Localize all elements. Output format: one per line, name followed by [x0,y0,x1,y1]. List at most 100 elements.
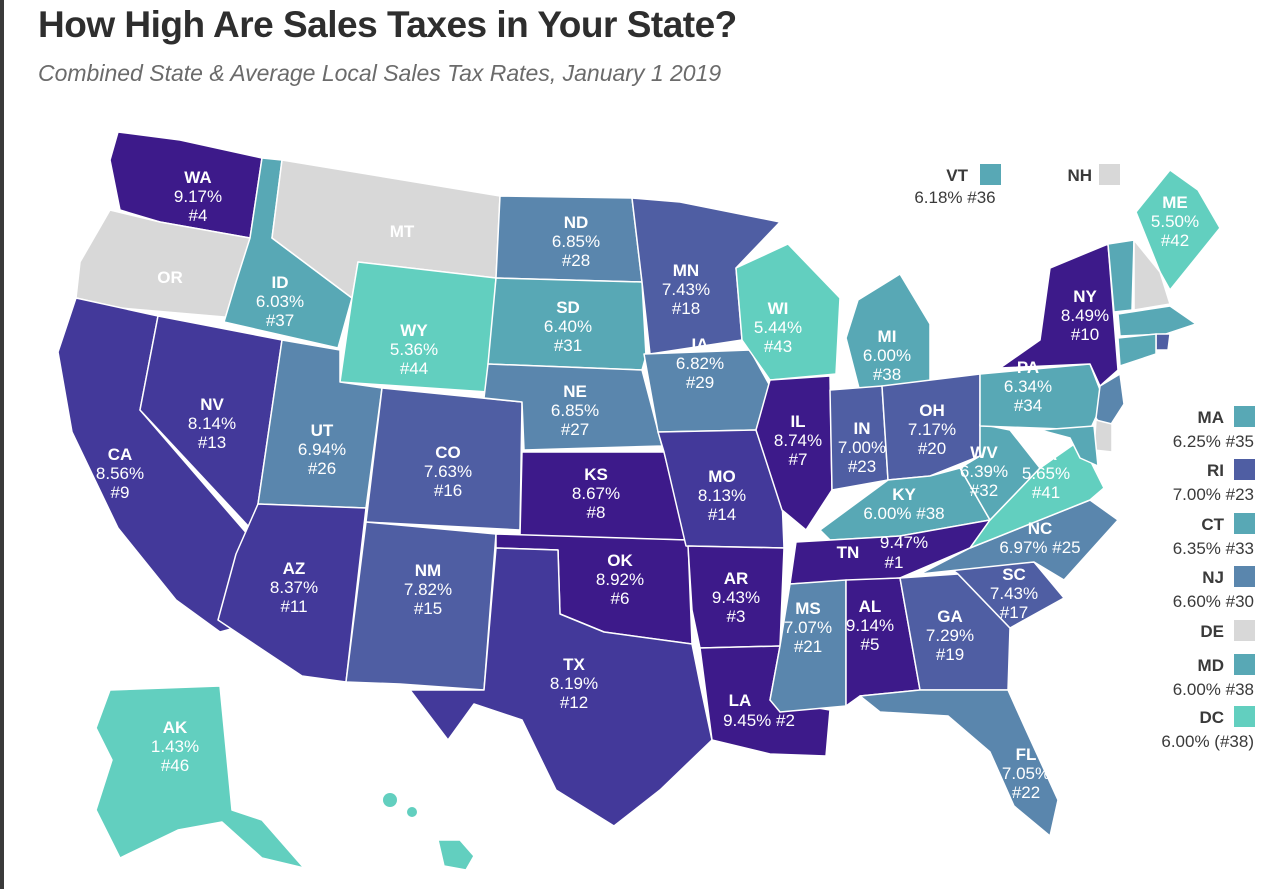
callout-swatch [1099,164,1120,185]
state-md[interactable] [1039,425,1099,467]
state-label-hi: HI4.41%#45 [370,819,418,876]
state-rate-rank: 6.97% #25 [999,538,1080,557]
state-abbr: ID [272,273,289,292]
state-rank: #43 [764,337,792,356]
state-rate: 9.17% [174,187,222,206]
state-label-or: OR [157,268,183,287]
state-abbr: WV [970,443,998,462]
state-rank: #41 [1032,483,1060,502]
state-az[interactable] [217,503,367,683]
state-rank: #46 [161,756,189,775]
state-label-va: VA5.65%#41 [1022,445,1070,502]
state-abbr: NE [563,382,587,401]
state-rate: 6.40% [544,317,592,336]
state-label-ny: NY8.49%#10 [1061,287,1109,344]
callout-value: 6.18% #36 [914,188,995,207]
state-label-wv: WV6.39%#32 [960,443,1008,500]
state-sd[interactable] [487,277,647,371]
state-label-ut: UT6.94%#26 [298,421,346,478]
state-rank: #38 [873,365,901,384]
state-abbr: IN [854,419,871,438]
state-oh[interactable] [881,373,981,481]
state-label-me: ME5.50%#42 [1151,193,1199,250]
state-ma[interactable] [1117,305,1197,337]
state-rate: 8.13% [698,486,746,505]
state-label-pa: PA6.34%#34 [1004,358,1052,415]
callout-nj: NJ 6.60% #30 [1173,566,1255,611]
state-nh[interactable] [1133,239,1171,311]
callout-swatch [1234,566,1255,587]
state-ga[interactable] [899,573,1011,691]
state-hi-island [407,807,417,817]
state-rate: 5.50% [1151,212,1199,231]
state-rank: #34 [1014,396,1042,415]
callout-value: 6.35% #33 [1173,539,1254,558]
state-wv[interactable] [959,423,1041,521]
state-nj[interactable] [1095,373,1125,433]
state-abbr: SC [1002,565,1026,584]
state-nm[interactable] [345,521,497,691]
state-rank: #7 [789,450,808,469]
callout-de: DE [1200,620,1255,641]
state-ak[interactable] [95,685,305,869]
state-rank: #29 [686,373,714,392]
state-label-nc: NC6.97% #25 [999,519,1080,557]
state-rank: #15 [414,599,442,618]
state-label-ok: OK8.92%#6 [596,551,644,608]
state-ne[interactable] [483,363,663,451]
state-abbr: OH [919,401,945,420]
state-label-nv: NV8.14%#13 [188,395,236,452]
state-label-nm: NM7.82%#15 [404,561,452,618]
callout-swatch [1234,406,1255,427]
state-or[interactable] [75,209,251,319]
state-abbr: SD [556,298,580,317]
state-abbr: AR [724,569,749,588]
state-abbr: VA [1035,445,1057,464]
state-label-id: ID6.03%#37 [256,273,304,330]
state-rank: #12 [560,693,588,712]
state-rank: #13 [198,433,226,452]
state-rate: 6.00% [863,346,911,365]
state-rate: 8.67% [572,484,620,503]
state-il[interactable] [755,375,833,531]
state-wy[interactable] [339,261,497,393]
state-abbr: OK [607,551,633,570]
state-abbr: OR [157,268,183,287]
state-ri[interactable] [1155,333,1171,351]
state-abbr: KY [892,485,916,504]
callout-abbr: CT [1201,515,1224,534]
state-fl[interactable] [859,689,1059,837]
state-label-wy: WY5.36%#44 [390,321,438,378]
state-vt[interactable] [1107,239,1135,313]
state-rate: 8.56% [96,464,144,483]
state-rank: #14 [708,505,736,524]
state-label-ks: KS8.67%#8 [572,465,620,522]
state-abbr: NM [415,561,441,580]
state-wi[interactable] [735,243,841,381]
state-rate: 6.39% [960,462,1008,481]
state-abbr: MI [878,327,897,346]
state-rank: #21 [794,637,822,656]
callout-abbr: MA [1198,408,1224,427]
state-label-la: LA9.45% #2 [723,691,795,730]
state-ct[interactable] [1117,333,1157,367]
state-abbr: AK [163,718,188,737]
state-abbr: HI [386,819,403,838]
state-rate: 7.43% [662,280,710,299]
state-label-ak: AK1.43%#46 [151,718,199,775]
state-abbr: NY [1073,287,1097,306]
state-abbr: NV [200,395,224,414]
state-rank: #27 [561,420,589,439]
callout-value: 6.00% #38 [1173,680,1254,699]
state-tx[interactable] [409,547,713,827]
state-rate: 6.94% [298,440,346,459]
callout-swatch [1234,706,1255,727]
callout-md: MD 6.00% #38 [1173,654,1255,699]
callout-swatch [1234,620,1255,641]
callout-ri: RI 7.00% #23 [1173,459,1255,504]
state-hi[interactable] [437,839,475,871]
state-abbr: MT [390,222,415,241]
state-hi-island [383,793,397,807]
state-abbr: MS [795,599,821,618]
